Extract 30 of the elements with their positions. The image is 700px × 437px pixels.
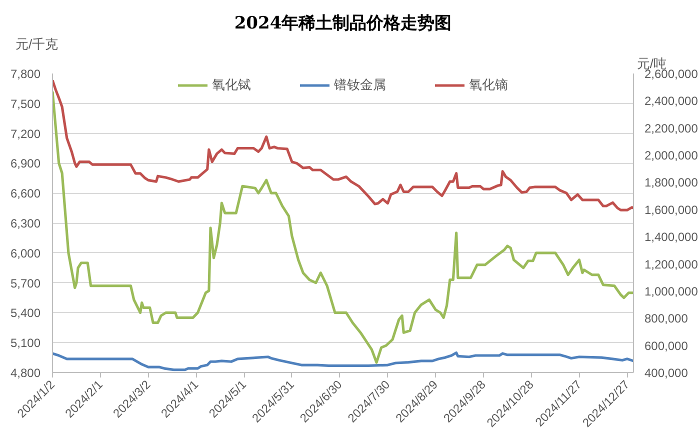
legend-label: 氧化镝 xyxy=(469,76,508,94)
chart-title: 2024年稀土制品价格走势图 xyxy=(234,14,452,34)
y2-axis-title: 元/吨 xyxy=(636,56,667,71)
y-tick-label: 6,900 xyxy=(10,156,41,171)
y2-tick-label: 1,600,000 xyxy=(644,202,698,217)
y-tick-label: 5,700 xyxy=(10,276,41,290)
y-tick-label: 4,800 xyxy=(10,366,41,380)
y-tick-label: 5,400 xyxy=(10,306,41,320)
y-axis-title: 元/千克 xyxy=(16,36,58,52)
y2-tick-label: 2,000,000 xyxy=(644,148,698,163)
legend-label: 氧化铽 xyxy=(212,76,251,94)
y-tick-label: 6,000 xyxy=(10,246,41,260)
y2-tick-label: 1,200,000 xyxy=(644,257,698,272)
y-tick-label: 7,500 xyxy=(10,96,41,111)
y2-tick-label: 1,000,000 xyxy=(644,284,698,298)
y2-tick-label: 800,000 xyxy=(644,312,688,326)
legend-label: 镨钕金属 xyxy=(334,76,386,94)
y2-tick-label: 600,000 xyxy=(644,338,688,353)
y-tick-label: 5,100 xyxy=(10,336,41,350)
y2-tick-label: 1,400,000 xyxy=(644,230,698,244)
y2-tick-label: 2,200,000 xyxy=(644,121,698,136)
line-series xyxy=(52,90,634,364)
line-series xyxy=(52,78,634,212)
y-tick-label: 7,800 xyxy=(10,67,41,81)
y-tick-label: 6,300 xyxy=(10,216,41,230)
y2-tick-label: 400,000 xyxy=(644,366,688,380)
y2-tick-label: 2,400,000 xyxy=(644,94,698,108)
y2-tick-label: 1,800,000 xyxy=(644,176,698,190)
y-tick-label: 6,600 xyxy=(10,186,41,201)
y-tick-label: 7,200 xyxy=(10,126,41,141)
